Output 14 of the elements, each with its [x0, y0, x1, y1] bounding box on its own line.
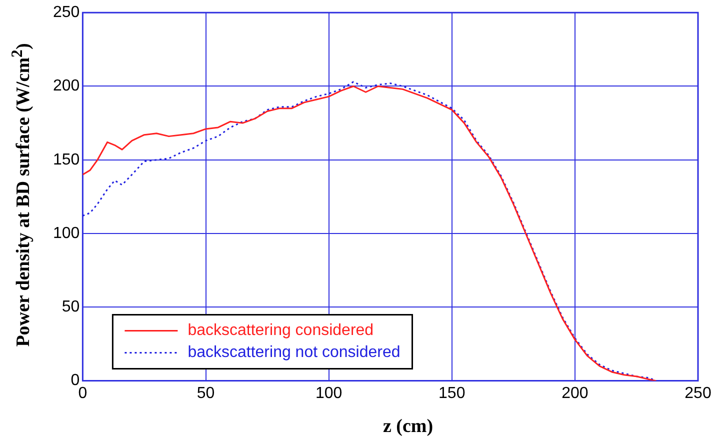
x-tick-label: 200 [562, 384, 588, 402]
x-tick-label: 150 [438, 384, 466, 402]
y-tick-label: 0 [70, 372, 80, 390]
y-tick-label: 150 [52, 151, 80, 168]
legend-label: backscattering considered [188, 322, 374, 340]
y-tick-label: 50 [62, 298, 80, 316]
x-axis-title: z (cm) [382, 416, 434, 438]
x-tick-label: 50 [196, 384, 215, 402]
x-tick-label: 100 [315, 384, 342, 402]
y-tick-label: 250 [52, 4, 80, 22]
y-tick-label: 200 [52, 78, 80, 95]
legend-label: backscattering not considered [188, 344, 400, 362]
x-tick-label: 250 [684, 384, 712, 402]
y-tick-label: 100 [52, 224, 80, 242]
